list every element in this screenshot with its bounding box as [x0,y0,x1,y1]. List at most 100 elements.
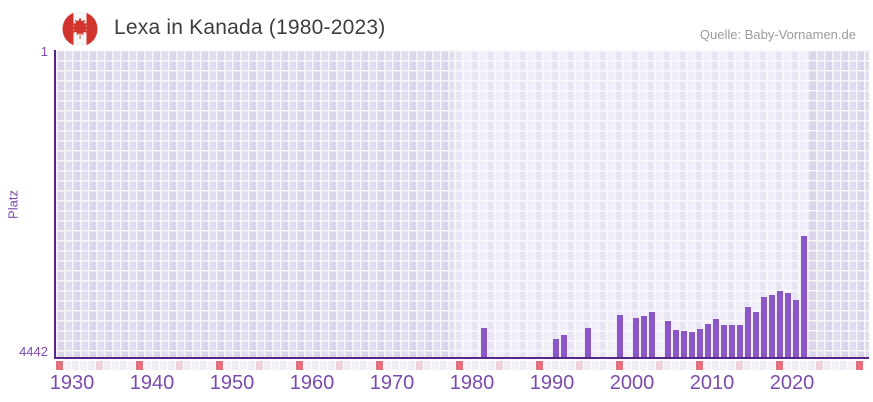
bar-2018 [761,297,768,357]
bar-2008 [681,330,688,357]
bar-2012 [713,318,720,357]
timeline-cell-1974 [408,361,415,370]
timeline-cell-1931 [64,361,71,370]
timeline-cell-1942 [152,361,159,370]
timeline-cell-2028 [840,361,847,370]
timeline-cell-1967 [352,361,359,370]
timeline-cell-1940 [136,361,143,370]
timeline-cell-1996 [584,361,591,370]
bar-2010 [697,328,704,357]
timeline-cell-1957 [272,361,279,370]
timeline-cell-1998 [600,361,607,370]
timeline-cell-1988 [520,361,527,370]
timeline-cell-1977 [432,361,439,370]
x-tick-label-1950: 1950 [209,372,255,394]
timeline-cell-2025 [816,361,823,370]
timeline-cell-2029 [848,361,855,370]
timeline-cell-1935 [96,361,103,370]
x-tick-label-2020: 2020 [769,372,815,394]
timeline-cell-2007 [672,361,679,370]
x-tick-label-1960: 1960 [289,372,335,394]
bar-2022 [793,300,800,357]
timeline-cell-1978 [440,361,447,370]
timeline-cell-2022 [792,361,799,370]
timeline-cell-2000 [616,361,623,370]
timeline-cell-1994 [568,361,575,370]
timeline-cell-1956 [264,361,271,370]
page-title: Lexa in Kanada (1980-2023) [114,16,386,39]
timeline-cell-1948 [200,361,207,370]
bar-2017 [753,311,760,357]
timeline-cell-1934 [88,361,95,370]
timeline-cell-2008 [680,361,687,370]
timeline-cell-2010 [696,361,703,370]
timeline-cell-2005 [656,361,663,370]
timeline-cell-1932 [72,361,79,370]
timeline-cell-2011 [704,361,711,370]
timeline-cell-1986 [504,361,511,370]
timeline-cell-1976 [424,361,431,370]
highlight-band-1980-2023 [454,50,810,357]
timeline-cell-1946 [184,361,191,370]
y-axis-min-label: 4442 [19,344,48,359]
timeline-cell-1930 [56,361,63,370]
timeline-cell-2012 [712,361,719,370]
timeline-cell-2014 [728,361,735,370]
timeline-cell-2030 [856,361,863,370]
timeline-cell-1983 [480,361,487,370]
timeline-cell-1970 [376,361,383,370]
x-tick-label-2010: 2010 [689,372,735,394]
timeline-cell-2003 [640,361,647,370]
timeline-cell-1989 [528,361,535,370]
timeline-cell-1971 [384,361,391,370]
timeline-cell-1964 [328,361,335,370]
timeline-cell-1982 [472,361,479,370]
bar-2004 [649,311,656,357]
timeline-cell-2021 [784,361,791,370]
timeline-cell-1933 [80,361,87,370]
timeline-cell-1959 [288,361,295,370]
timeline-cell-1990 [536,361,543,370]
timeline-cell-1953 [240,361,247,370]
timeline-cell-1980 [456,361,463,370]
timeline-cell-1972 [392,361,399,370]
timeline-cell-2013 [720,361,727,370]
timeline-cell-2017 [752,361,759,370]
timeline-cell-1958 [280,361,287,370]
timeline-cell-1979 [448,361,455,370]
y-axis-line [54,50,56,359]
x-tick-label-1990: 1990 [529,372,575,394]
timeline-cell-1955 [256,361,263,370]
timeline-cell-2015 [736,361,743,370]
bar-2019 [769,295,776,357]
timeline-cell-1966 [344,361,351,370]
bar-1983 [481,327,488,357]
bar-2007 [673,329,680,357]
timeline-cell-1943 [160,361,167,370]
timeline-cell-1973 [400,361,407,370]
timeline-cell-1984 [488,361,495,370]
y-axis-max-label: 1 [40,44,48,59]
timeline-cell-1944 [168,361,175,370]
bar-2003 [641,315,648,357]
x-tick-label-2000: 2000 [609,372,655,394]
bar-1992 [553,338,560,357]
bar-1996 [585,328,592,357]
timeline-cell-1960 [296,361,303,370]
timeline-cell-1981 [464,361,471,370]
timeline-cell-2001 [624,361,631,370]
timeline-cell-1997 [592,361,599,370]
bar-2011 [705,323,712,357]
timeline-cell-1969 [368,361,375,370]
timeline-cell-1995 [576,361,583,370]
timeline-cell-1965 [336,361,343,370]
timeline-cell-2020 [776,361,783,370]
x-tick-label-1970: 1970 [369,372,415,394]
timeline-cell-1961 [304,361,311,370]
canada-flag-icon [62,11,98,47]
timeline-cell-1951 [224,361,231,370]
timeline-cell-2023 [800,361,807,370]
timeline-cell-2026 [824,361,831,370]
timeline-cell-2002 [632,361,639,370]
timeline-cell-2004 [648,361,655,370]
